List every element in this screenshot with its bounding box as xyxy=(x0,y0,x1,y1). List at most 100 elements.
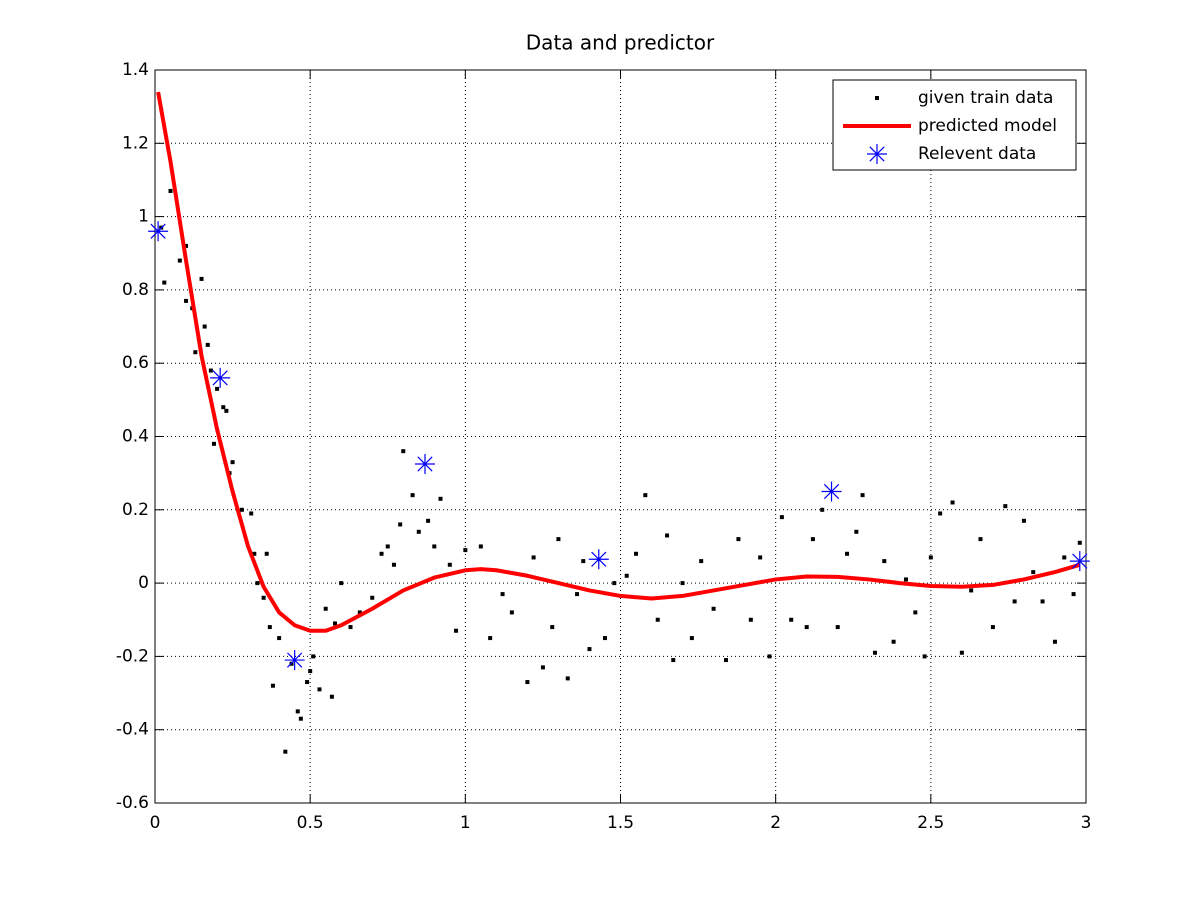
data-point xyxy=(789,617,794,622)
data-point xyxy=(283,749,288,754)
data-point xyxy=(1021,518,1026,523)
data-point xyxy=(860,493,865,498)
data-point xyxy=(329,694,334,699)
data-point xyxy=(922,654,927,659)
data-point xyxy=(249,511,254,516)
y-tick-label: 0 xyxy=(138,573,149,593)
star-point xyxy=(284,650,305,671)
data-point xyxy=(624,573,629,578)
data-point xyxy=(205,342,210,347)
legend: given train data predicted model Relevent … xyxy=(832,79,1077,171)
data-point xyxy=(509,610,514,615)
legend-label: Relevent data xyxy=(918,144,1036,164)
model-line xyxy=(156,91,1081,633)
legend-swatch xyxy=(875,96,879,100)
y-tick-label: -0.6 xyxy=(116,793,149,813)
data-point xyxy=(1052,639,1057,644)
data-point xyxy=(581,559,586,564)
y-tick-label: -0.2 xyxy=(116,646,149,666)
data-point xyxy=(357,610,362,615)
y-tick-label: 1.2 xyxy=(122,133,149,153)
data-point xyxy=(1003,504,1008,509)
data-point xyxy=(454,628,459,633)
data-point xyxy=(587,647,592,652)
data-point xyxy=(230,460,235,465)
star-point xyxy=(148,221,169,242)
star-point xyxy=(821,481,842,502)
data-point xyxy=(348,625,353,630)
data-point xyxy=(432,544,437,549)
legend-swatch xyxy=(867,144,887,164)
data-point xyxy=(575,592,580,597)
data-point xyxy=(202,324,207,329)
data-point xyxy=(211,441,216,446)
data-point xyxy=(891,639,896,644)
data-point xyxy=(699,559,704,564)
data-point xyxy=(224,408,229,413)
x-tick-label: 2 xyxy=(770,813,781,833)
data-point xyxy=(689,636,694,641)
data-point xyxy=(298,716,303,721)
data-point xyxy=(602,636,607,641)
data-point xyxy=(252,551,257,556)
data-point xyxy=(295,709,300,714)
data-point xyxy=(426,518,431,523)
data-point xyxy=(305,680,310,685)
data-point xyxy=(193,350,198,355)
data-point xyxy=(882,559,887,564)
data-point xyxy=(168,188,173,193)
data-point xyxy=(391,562,396,567)
data-point xyxy=(332,621,337,626)
data-point xyxy=(565,676,570,681)
star-point xyxy=(588,549,609,570)
data-point xyxy=(748,617,753,622)
data-point xyxy=(162,280,167,285)
data-point xyxy=(177,258,182,263)
legend-label: given train data xyxy=(918,88,1053,108)
data-point xyxy=(339,581,344,586)
data-point xyxy=(1077,540,1082,545)
data-point xyxy=(416,529,421,534)
data-point xyxy=(385,544,390,549)
data-point xyxy=(308,669,313,674)
data-point xyxy=(711,606,716,611)
legend-label: predicted model xyxy=(918,116,1057,136)
y-tick-label: 0.6 xyxy=(122,353,149,373)
data-point xyxy=(311,654,316,659)
data-point xyxy=(255,581,260,586)
data-point xyxy=(370,595,375,600)
y-tick-label: 1.4 xyxy=(122,60,149,80)
data-point xyxy=(990,625,995,630)
data-point xyxy=(556,537,561,542)
data-point xyxy=(184,298,189,303)
plot-frame xyxy=(154,69,1087,804)
y-tick-label: 0.2 xyxy=(122,500,149,520)
data-point xyxy=(323,606,328,611)
data-point xyxy=(270,683,275,688)
data-point xyxy=(959,650,964,655)
data-point xyxy=(655,617,660,622)
y-tick-label: 1 xyxy=(138,207,149,227)
data-point xyxy=(1062,555,1067,560)
data-point xyxy=(478,544,483,549)
data-point xyxy=(221,405,226,410)
data-point xyxy=(1040,599,1045,604)
data-point xyxy=(463,548,468,553)
data-point xyxy=(854,529,859,534)
data-point xyxy=(410,493,415,498)
data-point xyxy=(264,551,269,556)
data-point xyxy=(643,493,648,498)
data-point xyxy=(531,555,536,560)
data-point xyxy=(612,581,617,586)
data-point xyxy=(928,555,933,560)
data-point xyxy=(525,680,530,685)
data-point xyxy=(969,588,974,593)
data-point xyxy=(438,496,443,501)
data-point xyxy=(1071,592,1076,597)
x-tick-label: 0 xyxy=(150,813,161,833)
data-point xyxy=(724,658,729,663)
data-point xyxy=(379,551,384,556)
data-point xyxy=(550,625,555,630)
x-tick-label: 3 xyxy=(1081,813,1092,833)
